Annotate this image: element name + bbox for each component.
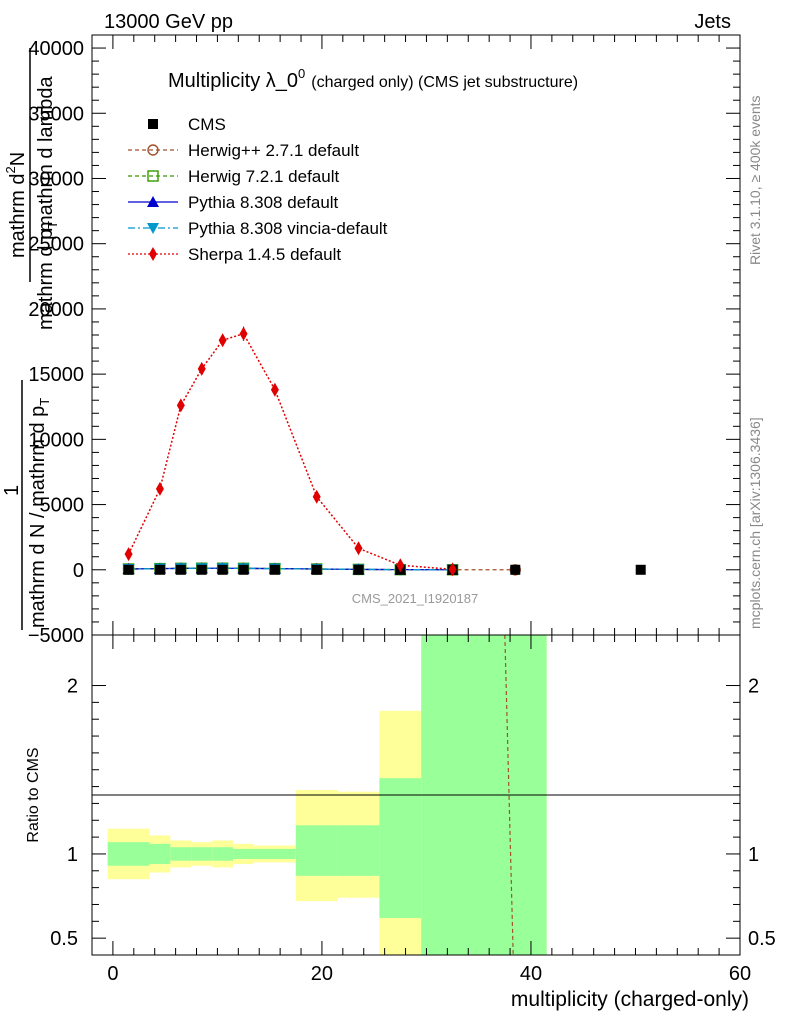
main-ytick-label-7: 30000 <box>28 168 84 190</box>
series-0-point-2 <box>175 564 186 575</box>
main-ytick-label-3: 10000 <box>28 429 84 451</box>
ratio-xtick-label-3: 60 <box>729 963 751 985</box>
legend-marker-0 <box>148 119 158 129</box>
ratio-lines <box>504 634 514 956</box>
ratio-xtick-label-0: 0 <box>107 963 118 985</box>
ratio-band-inner-2 <box>170 847 192 861</box>
main-ytick-label-2: 5000 <box>40 495 85 517</box>
ratio-ytick-label-right-1: 1 <box>748 844 759 866</box>
legend-label-1: Herwig++ 2.7.1 default <box>188 141 359 160</box>
ratio-band-inner-0 <box>107 842 150 866</box>
legend-marker-5 <box>149 247 157 261</box>
ratio-xtick-label-2: 40 <box>520 963 542 985</box>
ratio-ytick-label-right-2: 2 <box>748 676 759 698</box>
header-left: 13000 GeV pp <box>104 11 233 33</box>
x-axis-label: multiplicity (charged-only) <box>511 988 749 1011</box>
title-sup: 0 <box>298 66 305 81</box>
main-ytick-label-9: 40000 <box>28 38 84 60</box>
ratio-band-inner-7 <box>295 825 338 876</box>
series-5-point-5 <box>239 326 248 341</box>
series-5-point-4 <box>218 333 227 348</box>
ylabel-bottom-sub: T <box>37 398 52 406</box>
ratio-bands <box>107 635 547 955</box>
series-0-point-4 <box>217 564 228 575</box>
header-right: Jets <box>694 11 731 33</box>
legend-marker-1 <box>147 144 159 156</box>
ratio-band-inner-9 <box>379 778 422 918</box>
series-5-point-0 <box>124 547 133 562</box>
main-ytick-label-4: 15000 <box>28 364 84 386</box>
series-0-point-11 <box>510 564 521 575</box>
side-label-mcplots: mcplots.cern.ch [arXiv:1306.3436] <box>747 417 763 629</box>
ylabel-bottom-text: mathrm d N / mathrm d p <box>27 406 49 628</box>
legend-marker-3 <box>147 196 159 207</box>
series-line-4 <box>128 567 453 571</box>
main-ytick-label-1: 0 <box>73 560 84 582</box>
series-5-point-6 <box>270 382 279 397</box>
ratio-band-inner-5 <box>233 848 254 859</box>
legend-label-5: Sherpa 1.4.5 default <box>188 245 341 264</box>
series-0-point-1 <box>154 564 165 575</box>
main-ytick-label-6: 25000 <box>28 234 84 256</box>
legend-label-3: Pythia 8.308 default <box>188 193 339 212</box>
series-5-point-8 <box>354 541 363 556</box>
legend-label-0: CMS <box>188 115 226 134</box>
series-5-point-1 <box>155 481 164 496</box>
series-line-5 <box>127 332 453 571</box>
series-5-point-10 <box>448 562 457 577</box>
ratio-band-inner-6 <box>254 848 296 859</box>
title-sub: (charged only) (CMS jet substructure) <box>311 74 578 91</box>
main-ytick-label-5: 20000 <box>28 299 84 321</box>
series-0-point-12 <box>635 564 646 575</box>
side-label-rivet: Rivet 3.1.10, ≥ 400k events <box>747 95 763 265</box>
ratio-ytick-label-left-1: 1 <box>67 844 78 866</box>
ylabel-top-n: N <box>7 152 29 166</box>
ratio-ytick-label-left-2: 2 <box>67 676 78 698</box>
ratio-band-inner-3 <box>191 847 213 861</box>
ylabel-bottom: mathrm d N / mathrm d pT <box>27 398 52 628</box>
series-0-point-3 <box>196 564 207 575</box>
series-0-point-0 <box>123 564 134 575</box>
ylabel-frac1-sub: T <box>45 221 60 229</box>
main-ylabel: mathrm d2N mathrm d pT mathrm d lambda 1… <box>1 48 60 630</box>
ylabel-top-sup: 2 <box>3 166 18 173</box>
ratio-band-inner-8 <box>337 825 380 876</box>
ylabel-top: mathrm d2N <box>3 152 29 258</box>
title-main: Multiplicity λ_0 <box>168 70 298 92</box>
ratio-ytick-label-right-0: 0.5 <box>748 928 776 950</box>
series-5-point-2 <box>176 398 185 413</box>
series-0-point-8 <box>353 564 364 575</box>
ratio-ylabel: Ratio to CMS <box>25 747 42 842</box>
main-points <box>122 326 646 577</box>
series-5-point-3 <box>197 361 206 376</box>
ylabel-top-text: mathrm d <box>7 174 29 258</box>
main-lines <box>127 332 516 571</box>
ylabel-frac1-text: mathrm d p <box>35 229 57 330</box>
ylabel-one: 1 <box>1 485 23 496</box>
legend-marker-2 <box>147 170 159 182</box>
main-ytick-label-0: −5000 <box>28 625 84 647</box>
legend-marker-4 <box>147 223 159 234</box>
legend-label-2: Herwig 7.2.1 default <box>188 167 339 186</box>
watermark: CMS_2021_I1920187 <box>352 591 479 606</box>
axis-ticks: −5000 0 5000 10000 15000 20000 25000 30000 35000… <box>28 34 776 985</box>
series-0-point-5 <box>238 564 249 575</box>
series-0-point-7 <box>311 564 322 575</box>
ratio-band-inner-1 <box>149 843 171 865</box>
ylabel-frac2: mathrm d lambda <box>35 76 57 232</box>
series-5-point-7 <box>312 489 321 504</box>
legend: CMS Herwig++ 2.7.1 default Herwig 7.2.1 de… <box>128 115 388 264</box>
ratio-band-inner-4 <box>212 847 234 861</box>
ylabel-frac1: mathrm d pT <box>35 221 60 330</box>
main-ytick-label-8: 35000 <box>28 103 84 125</box>
series-5-point-9 <box>396 558 405 573</box>
legend-label-4: Pythia 8.308 vincia-default <box>188 219 388 238</box>
ratio-plot-frame <box>91 634 741 956</box>
chart-title: Multiplicity λ_00 (charged only) (CMS jet… <box>168 66 578 92</box>
ratio-line-0 <box>504 634 514 956</box>
ratio-ytick-label-left-0: 0.5 <box>50 928 78 950</box>
ratio-xtick-label-1: 20 <box>311 963 333 985</box>
series-0-point-6 <box>269 564 280 575</box>
